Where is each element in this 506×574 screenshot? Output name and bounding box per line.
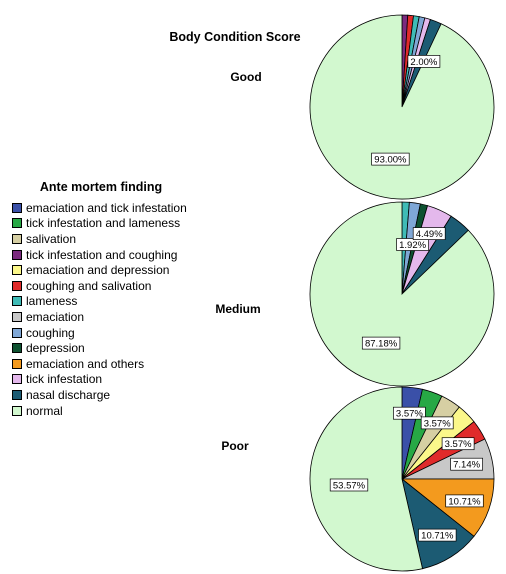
legend-item: nasal discharge: [12, 387, 212, 403]
legend-label: nasal discharge: [26, 387, 111, 402]
legend-swatch: [12, 296, 22, 307]
data-label-box: [329, 478, 369, 492]
legend-label: depression: [26, 341, 85, 356]
data-label-text: 3.57%: [424, 418, 451, 429]
legend-label: emaciation and others: [26, 356, 145, 371]
legend-item: coughing and salivation: [12, 278, 212, 294]
data-label-box: [441, 437, 475, 451]
data-label: 2.00%: [407, 55, 441, 68]
legend-item: tick infestation and coughing: [12, 247, 212, 263]
legend-item: lameness: [12, 294, 212, 310]
legend-label: tick infestation and coughing: [26, 247, 178, 262]
legend-item: salivation: [12, 231, 212, 247]
data-label-box: [450, 457, 483, 471]
legend-item: emaciation and depression: [12, 262, 212, 278]
data-label-box: [396, 238, 429, 251]
data-label-text: 53.57%: [333, 481, 366, 492]
data-label-text: 93.00%: [374, 155, 407, 166]
legend-swatch: [12, 202, 22, 213]
data-label-box: [445, 494, 484, 508]
data-label: 87.18%: [361, 336, 401, 350]
data-label-box: [418, 528, 457, 542]
legend-label: lameness: [26, 294, 78, 309]
legend-swatch: [12, 265, 22, 276]
data-label: 3.57%: [441, 437, 475, 451]
legend-label: tick infestation and lameness: [26, 216, 181, 231]
data-label: 10.71%: [445, 494, 484, 508]
pie-label-good: Good: [230, 70, 262, 84]
data-label: 4.49%: [412, 227, 446, 240]
legend-swatch: [12, 405, 22, 416]
legend-label: coughing and salivation: [26, 278, 152, 293]
legend-swatch: [12, 311, 22, 322]
legend-swatch: [12, 343, 22, 354]
data-label-text: 1.92%: [399, 240, 426, 251]
data-label-text: 7.14%: [453, 460, 480, 471]
legend-swatch: [12, 280, 22, 291]
legend-item: normal: [12, 403, 212, 419]
legend-swatch: [12, 358, 22, 369]
legend-label: salivation: [26, 231, 77, 246]
legend-item: emaciation and tick infestation: [12, 200, 212, 216]
legend-item: coughing: [12, 325, 212, 341]
data-label-text: 4.49%: [416, 229, 443, 240]
data-label: 7.14%: [450, 457, 483, 471]
data-label-text: 3.57%: [445, 439, 472, 450]
legend-swatch: [12, 374, 22, 385]
legend-swatch: [12, 233, 22, 244]
data-label: 53.57%: [329, 478, 369, 492]
data-label-text: 3.57%: [396, 409, 423, 420]
data-label-box: [393, 406, 426, 420]
legend-swatch: [12, 249, 22, 260]
data-label: 1.92%: [396, 238, 429, 251]
legend-item: tick infestation and lameness: [12, 216, 212, 232]
data-label-text: 10.71%: [421, 531, 454, 542]
legend-label: tick infestation: [26, 372, 103, 387]
data-label-box: [371, 152, 410, 166]
data-label-box: [407, 55, 441, 68]
data-label: 93.00%: [371, 152, 410, 166]
legend-label: emaciation and tick infestation: [26, 200, 187, 215]
legend-label: coughing: [26, 325, 75, 340]
chart-title: Body Condition Score: [169, 30, 301, 44]
legend-swatch: [12, 327, 22, 338]
pie-slice: [309, 201, 495, 387]
pie-label-medium: Medium: [215, 302, 261, 316]
pie-slice: [309, 14, 495, 200]
data-label-text: 10.71%: [448, 496, 481, 507]
legend-item: depression: [12, 340, 212, 356]
legend-title: Ante mortem finding: [39, 180, 163, 194]
pie-label-poor: Poor: [221, 439, 249, 453]
data-label: 3.57%: [420, 416, 454, 430]
data-label-box: [361, 336, 401, 350]
legend-label: normal: [26, 403, 63, 418]
data-label-text: 2.00%: [410, 57, 437, 68]
data-label-box: [412, 227, 446, 240]
data-label: 10.71%: [418, 528, 457, 542]
legend: Ante mortem finding emaciation and tick …: [12, 180, 212, 418]
legend-label: emaciation: [26, 309, 85, 324]
legend-item: tick infestation: [12, 372, 212, 388]
data-label-text: 87.18%: [365, 339, 398, 350]
data-label-box: [420, 416, 454, 430]
legend-item: emaciation and others: [12, 356, 212, 372]
legend-label: emaciation and depression: [26, 263, 170, 278]
legend-item: emaciation: [12, 309, 212, 325]
data-label: 3.57%: [393, 406, 426, 420]
legend-swatch: [12, 218, 22, 229]
legend-items: emaciation and tick infestation tick infe…: [12, 200, 212, 418]
legend-swatch: [12, 389, 22, 400]
